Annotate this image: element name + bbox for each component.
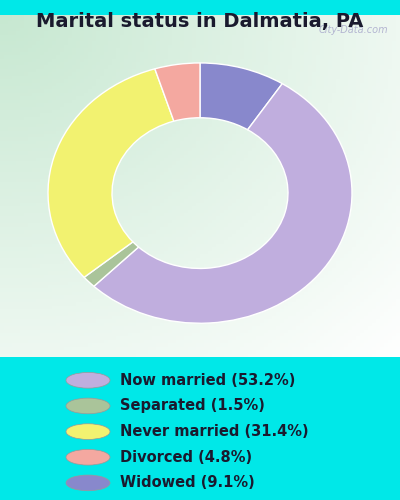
Text: Widowed (9.1%): Widowed (9.1%)	[120, 476, 255, 490]
Circle shape	[66, 398, 110, 414]
Text: Divorced (4.8%): Divorced (4.8%)	[120, 450, 252, 465]
Wedge shape	[94, 84, 352, 323]
Circle shape	[66, 475, 110, 490]
Text: Never married (31.4%): Never married (31.4%)	[120, 424, 309, 439]
Wedge shape	[155, 63, 200, 121]
Text: City-Data.com: City-Data.com	[318, 26, 388, 36]
Circle shape	[66, 424, 110, 440]
Circle shape	[66, 450, 110, 465]
Wedge shape	[48, 69, 174, 278]
Wedge shape	[200, 63, 282, 130]
Circle shape	[66, 372, 110, 388]
Text: Now married (53.2%): Now married (53.2%)	[120, 373, 295, 388]
Wedge shape	[84, 242, 138, 286]
Text: Separated (1.5%): Separated (1.5%)	[120, 398, 265, 413]
Text: Marital status in Dalmatia, PA: Marital status in Dalmatia, PA	[36, 12, 364, 32]
